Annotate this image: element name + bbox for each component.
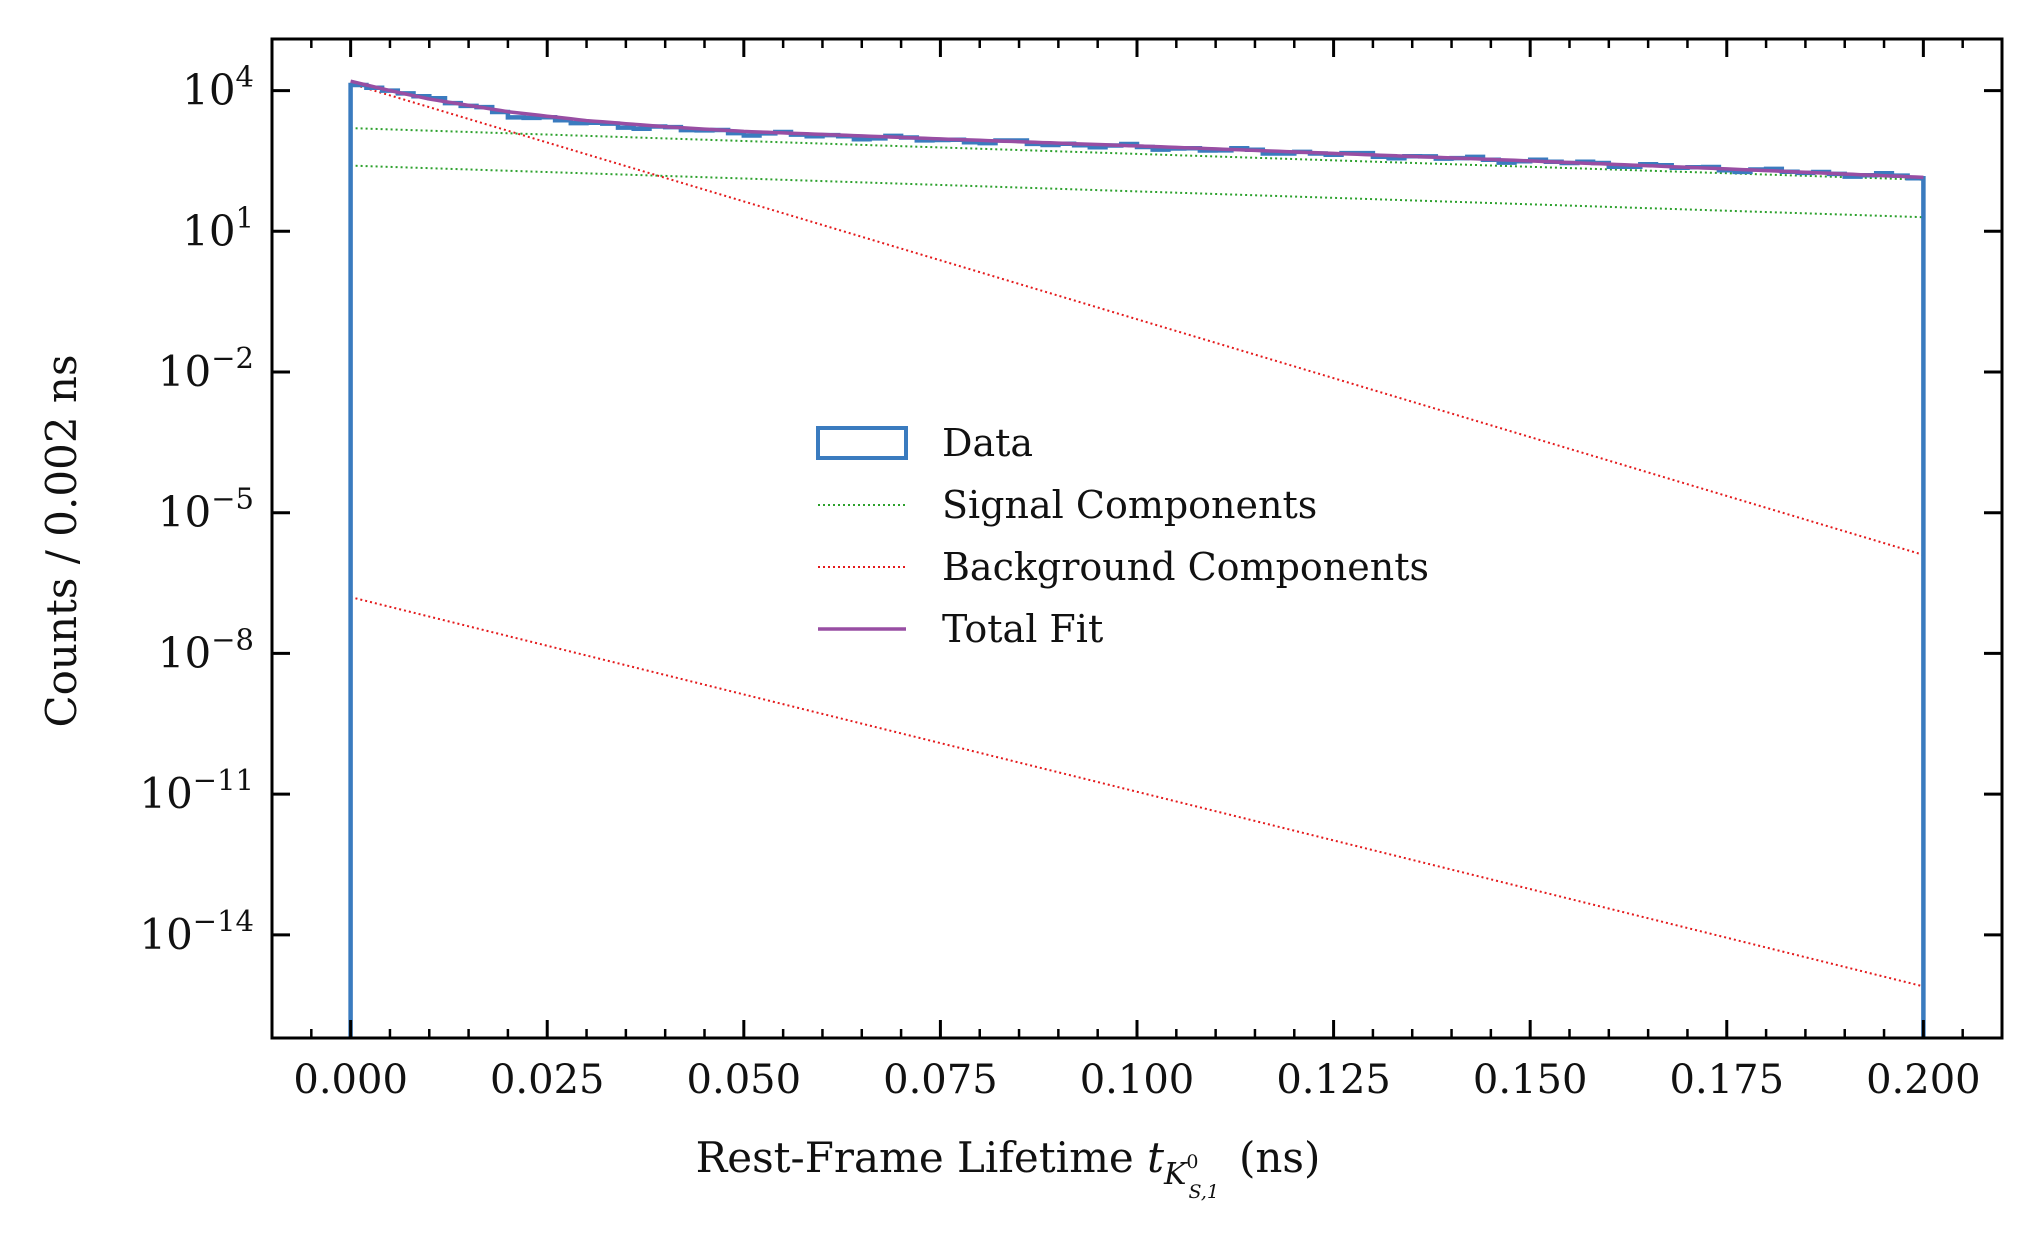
y-tick-label: 10−5 (158, 482, 254, 537)
x-tick-label: 0.125 (1276, 1057, 1391, 1103)
x-axis-label-unit: (ns) (1239, 1133, 1320, 1182)
x-tick-label: 0.050 (687, 1057, 802, 1103)
y-tick-label: 101 (182, 200, 254, 255)
x-axis-label: Rest-Frame Lifetime tK0 S,1 (ns) (696, 1133, 1321, 1203)
y-tick-label: 10−14 (139, 904, 254, 959)
signal-component-2-line (350, 164, 1924, 219)
total-fit-line (350, 79, 1924, 180)
series-layer (348, 79, 1926, 1038)
plot-area (348, 79, 1926, 1038)
x-axis-label-sub: K (1163, 1157, 1188, 1192)
y-tick-label: 104 (182, 60, 254, 115)
x-tick-label: 0.100 (1080, 1057, 1195, 1103)
legend-signal-components-label: Signal Components (942, 483, 1317, 527)
legend-data-swatch (816, 426, 908, 460)
legend-data-label: Data (942, 421, 1033, 465)
x-axis-label-var: t (1147, 1133, 1164, 1182)
signal-component-1-line (350, 127, 1924, 181)
background-component-2-line (350, 596, 1924, 988)
y-tick-label: 10−8 (158, 622, 254, 677)
x-tick-label: 0.025 (490, 1057, 605, 1103)
legend-background-components-label: Background Components (942, 545, 1429, 589)
x-tick-label: 0.200 (1866, 1057, 1981, 1103)
legend-total-fit-label: Total Fit (942, 607, 1103, 651)
x-tick-label: 0.175 (1670, 1057, 1785, 1103)
x-tick-label: 0.075 (883, 1057, 998, 1103)
x-axis-label-subsup: 0 (1186, 1151, 1198, 1173)
y-tick-label: 10−11 (139, 763, 254, 818)
legend: Data Signal Components Background Componen… (816, 421, 1429, 651)
x-tick-label: 0.150 (1473, 1057, 1588, 1103)
x-tick-label: 0.000 (293, 1057, 408, 1103)
x-axis-label-main: Rest-Frame Lifetime (696, 1133, 1147, 1182)
y-tick-label: 10−2 (158, 341, 254, 396)
axes-layer: 0.000 0.025 0.050 0.075 0.100 0.125 0.150 0.175… (139, 37, 2004, 1103)
y-axis-label: Counts / 0.002 ns (37, 355, 86, 728)
background-component-1-line (350, 82, 1924, 556)
x-axis-label-subsub: S,1 (1189, 1181, 1219, 1203)
